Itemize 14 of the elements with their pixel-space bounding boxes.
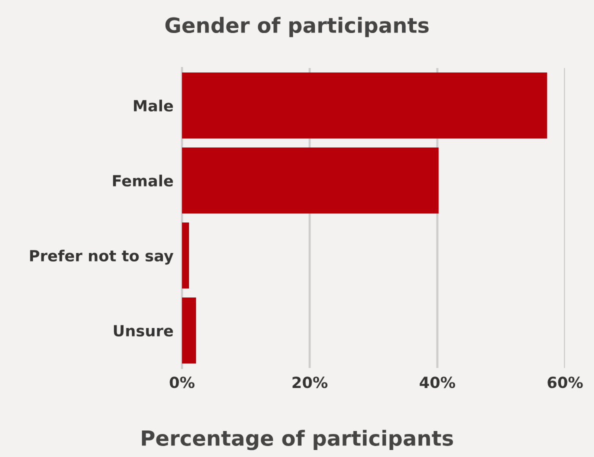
- y-tick-label: Male: [134, 100, 173, 112]
- x-tick-label: 40%: [420, 376, 456, 388]
- y-tick-label: Female: [113, 174, 173, 187]
- x-tick-label: 0%: [170, 376, 194, 388]
- x-axis-title: Percentage of participants: [142, 430, 453, 450]
- bar: [182, 72, 548, 138]
- chart-title: Gender of participants: [165, 16, 429, 38]
- bar: [182, 298, 196, 364]
- y-tick-label: Prefer not to say: [30, 250, 174, 265]
- x-tick-label: 60%: [548, 376, 583, 388]
- bar: [182, 148, 439, 214]
- bar: [182, 222, 190, 288]
- x-tick-label: 20%: [292, 376, 328, 388]
- y-tick-label: Unsure: [114, 325, 173, 337]
